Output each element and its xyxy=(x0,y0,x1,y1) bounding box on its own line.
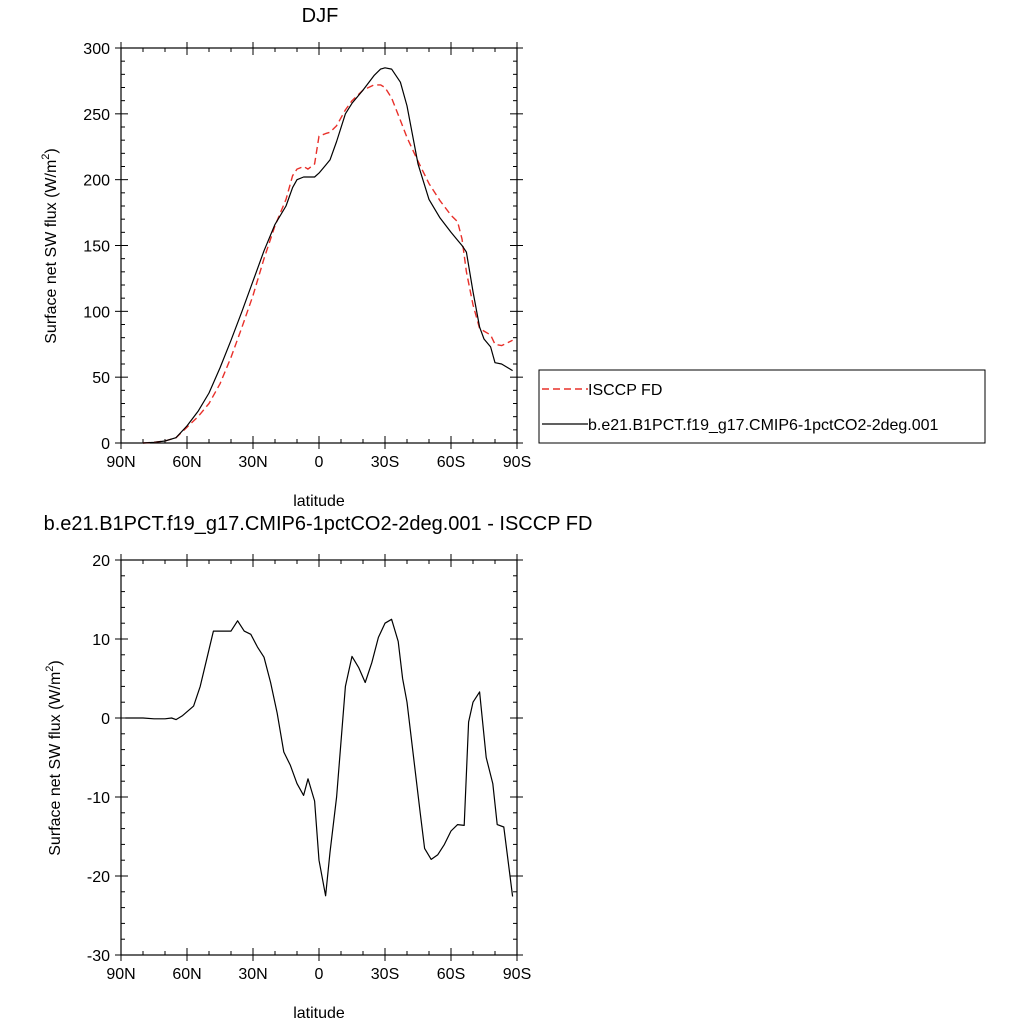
chart1-y-tick-label: 200 xyxy=(83,173,110,190)
chart2-x-tick-label: 60N xyxy=(172,966,201,983)
chart1-x-tick-label: 90N xyxy=(106,454,135,471)
chart2-y-tick-label: -10 xyxy=(87,790,110,807)
chart2-y-tick-label: 20 xyxy=(92,553,110,570)
chart1-x-tick-label: 60N xyxy=(172,454,201,471)
chart1-y-tick-label: 50 xyxy=(92,370,110,387)
chart1-y-tick-label: 150 xyxy=(83,239,110,256)
chart1-y-tick-label: 0 xyxy=(101,436,110,453)
chart1-x-tick-label: 60S xyxy=(437,454,465,471)
legend-entry-model: b.e21.B1PCT.f19_g17.CMIP6-1pctCO2-2deg.0… xyxy=(588,417,939,434)
chart1-series-line-0 xyxy=(142,84,513,444)
chart2-x-axis-label: latitude xyxy=(293,1005,345,1022)
chart2-x-tick-label: 90N xyxy=(106,966,135,983)
chart1-plot-frame xyxy=(120,47,518,444)
chart2-y-tick-label: 10 xyxy=(92,632,110,649)
chart2-x-tick-label: 30S xyxy=(371,966,399,983)
chart1-x-tick-label: 0 xyxy=(315,454,324,471)
chart2-x-tick-label: 0 xyxy=(315,966,324,983)
chart2-plot-frame xyxy=(120,559,518,956)
chart1-series-line-1 xyxy=(142,67,513,444)
chart2-y-tick-label: -30 xyxy=(87,948,110,965)
chart-djf-flux: DJF 90N 60N 30N 0 30S 60S 90S 0 50 100 150 200 250 30… xyxy=(40,5,986,510)
chart2-x-tick-label: 90S xyxy=(503,966,531,983)
chart1-x-tick-label: 30S xyxy=(371,454,399,471)
chart2-series-line-0 xyxy=(125,618,514,897)
chart1-x-tick-label: 90S xyxy=(503,454,531,471)
chart1-title: DJF xyxy=(302,5,339,27)
chart1-x-axis-label: latitude xyxy=(293,493,345,510)
chart-difference: b.e21.B1PCT.f19_g17.CMIP6-1pctCO2-2deg.0… xyxy=(44,513,593,1022)
chart2-x-tick-label: 30N xyxy=(238,966,267,983)
legend-box xyxy=(538,369,986,444)
chart1-x-tick-label: 30N xyxy=(238,454,267,471)
chart2-y-axis-label: Surface net SW flux (W/m2) xyxy=(44,660,64,856)
chart1-y-axis-label: Surface net SW flux (W/m2) xyxy=(40,148,60,344)
chart2-title: b.e21.B1PCT.f19_g17.CMIP6-1pctCO2-2deg.0… xyxy=(44,513,593,535)
chart2-y-tick-label: -20 xyxy=(87,869,110,886)
chart2-x-tick-label: 60S xyxy=(437,966,465,983)
legend-entry-isccp: ISCCP FD xyxy=(588,382,662,399)
chart1-y-tick-label: 250 xyxy=(83,107,110,124)
chart1-legend: ISCCP FD b.e21.B1PCT.f19_g17.CMIP6-1pctC… xyxy=(538,369,986,444)
chart1-y-tick-label: 300 xyxy=(83,41,110,58)
chart2-y-tick-label: 0 xyxy=(101,711,110,728)
chart1-y-tick-label: 100 xyxy=(83,304,110,321)
